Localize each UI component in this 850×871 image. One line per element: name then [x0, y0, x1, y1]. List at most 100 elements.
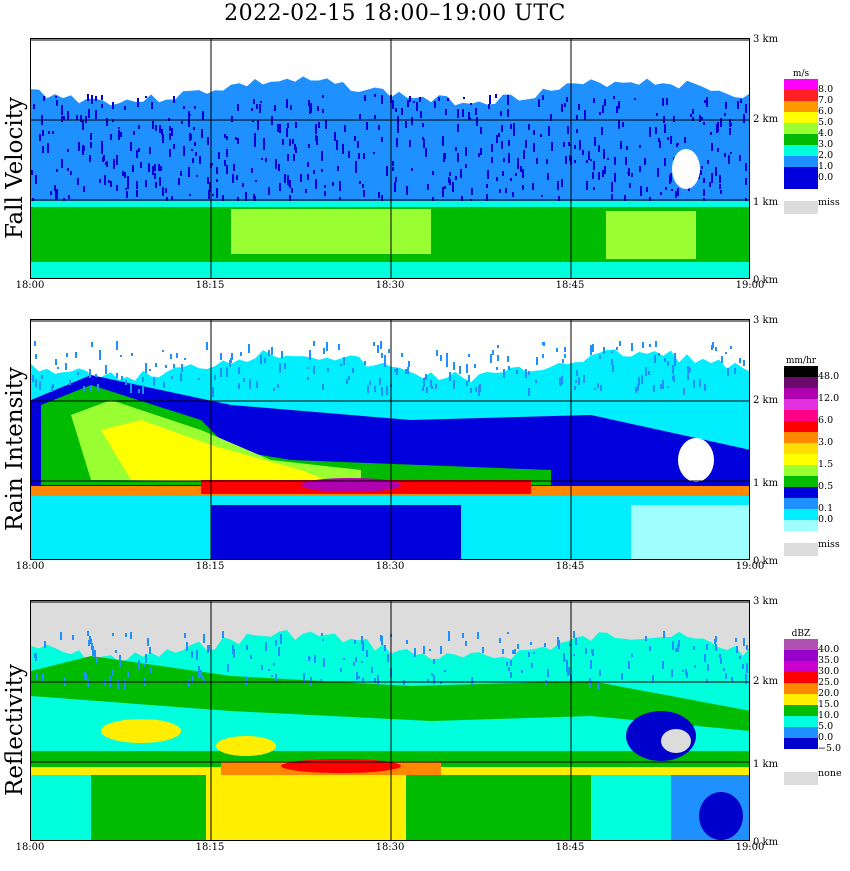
rain-intensity-speckle — [743, 360, 745, 366]
fall-velocity-speckle — [457, 153, 459, 162]
rain-intensity-speckle — [240, 352, 242, 356]
fall-velocity-speckle — [294, 144, 296, 150]
fall-velocity-speckle — [151, 102, 153, 109]
legend-swatch — [784, 366, 818, 377]
reflectivity-speckle — [145, 654, 147, 663]
fall-velocity-speckle — [322, 95, 324, 98]
fall-velocity-speckle — [533, 130, 535, 133]
reflectivity-speckle — [406, 640, 408, 644]
rain-intensity-speckle — [560, 379, 562, 386]
legend-swatch — [784, 672, 818, 683]
rain-intensity-speckle — [536, 357, 538, 365]
fall-velocity-speckle — [740, 99, 742, 103]
fall-velocity-speckle — [305, 189, 307, 193]
reflectivity-speckle — [202, 676, 204, 680]
rain-intensity-speckle — [430, 380, 432, 387]
fall-velocity-speckle — [411, 117, 413, 125]
rain-intensity-speckle — [492, 350, 494, 355]
rain-intensity-speckle — [340, 364, 342, 366]
reflectivity-speckle — [85, 674, 87, 680]
fall-velocity-speckle — [61, 159, 63, 168]
rain-intensity-speckle — [32, 375, 34, 382]
fall-velocity-speckle — [226, 165, 228, 174]
reflectivity-speckle — [564, 659, 566, 661]
reflectivity-speckle — [268, 669, 270, 671]
fall-velocity-speckle — [216, 188, 218, 198]
reflectivity-speckle — [36, 673, 38, 680]
fall-velocity-speckle — [137, 98, 139, 107]
reflectivity-speckle — [530, 642, 532, 645]
fall-velocity-speckle — [149, 147, 151, 154]
reflectivity-speckle — [384, 645, 386, 651]
rain-intensity-speckle — [653, 385, 655, 392]
reflectivity-speckle — [591, 649, 593, 653]
fall-velocity-speckle — [501, 141, 503, 149]
rain-intensity-speckle — [180, 373, 182, 381]
rain-intensity-speckle — [453, 380, 455, 389]
fall-velocity-speckle — [618, 101, 620, 109]
fall-velocity-speckle — [116, 155, 118, 162]
fall-velocity-speckle — [159, 177, 161, 186]
rain-intensity-speckle — [516, 370, 518, 374]
fall-velocity-speckle — [138, 125, 140, 129]
fall-velocity-speckle — [90, 133, 92, 140]
rain-intensity-speckle — [564, 354, 566, 358]
fall-velocity-speckle — [359, 114, 361, 119]
fall-velocity-speckle — [95, 110, 97, 119]
reflectivity-speckle — [544, 643, 546, 647]
reflectivity-speckle — [675, 648, 677, 652]
y-tick-0km: 0 km — [753, 556, 779, 567]
fall-velocity-speckle — [332, 182, 334, 186]
reflectivity-speckle — [533, 652, 535, 654]
reflectivity-speckle — [649, 646, 651, 651]
fall-velocity-speckle — [78, 142, 80, 151]
rain-intensity-speckle — [660, 384, 662, 389]
reflectivity-speckle — [433, 678, 435, 684]
rain-intensity-lower-pale — [631, 505, 749, 559]
fall-velocity-speckle — [655, 127, 657, 134]
fall-velocity-speckle — [558, 196, 560, 201]
fall-velocity-speckle — [251, 108, 253, 111]
reflectivity-speckle — [462, 633, 464, 638]
fall-velocity-speckle — [616, 106, 618, 113]
rain-intensity-speckle — [739, 358, 741, 363]
fall-velocity-speckle — [54, 185, 56, 191]
fall-velocity-speckle — [626, 146, 628, 150]
fall-velocity-speckle — [378, 192, 380, 198]
fall-velocity-speckle — [290, 105, 292, 110]
fall-velocity-speckle — [423, 139, 425, 148]
fall-velocity-speckle — [191, 149, 193, 151]
fall-velocity-speckle — [684, 137, 686, 143]
fall-velocity-speckle — [745, 163, 747, 171]
fall-velocity-speckle — [569, 144, 571, 146]
fall-velocity-speckle — [196, 175, 198, 177]
fall-velocity-speckle — [501, 125, 503, 132]
fall-velocity-speckle — [381, 95, 383, 104]
fall-velocity-speckle — [322, 109, 324, 113]
fall-velocity-speckle — [445, 109, 447, 115]
fall-velocity-speckle — [155, 182, 157, 188]
fall-velocity-speckle — [52, 131, 54, 134]
rain-intensity-speckle — [212, 388, 214, 397]
rain-intensity-speckle — [57, 367, 59, 369]
fall-velocity-speckle — [289, 180, 291, 188]
reflectivity-speckle — [573, 631, 575, 638]
fall-velocity-speckle — [625, 157, 627, 165]
reflectivity-speckle — [599, 670, 601, 676]
rain-intensity-speckle — [616, 347, 618, 350]
fall-velocity-speckle — [162, 134, 164, 143]
rain-intensity-speckle — [153, 378, 155, 386]
fall-velocity-speckle — [324, 191, 326, 196]
fall-velocity-speckle — [677, 188, 679, 196]
rain-intensity-speckle — [440, 355, 442, 361]
fall-velocity-speckle — [181, 121, 183, 124]
fall-velocity-speckle — [207, 137, 209, 145]
fall-velocity-speckle — [261, 158, 263, 160]
reflectivity-speckle — [127, 671, 129, 678]
rain-intensity-speckle — [655, 341, 657, 347]
reflectivity-speckle — [440, 646, 442, 654]
fall-velocity-speckle — [253, 194, 255, 202]
fall-velocity-speckle — [237, 104, 239, 111]
rain-intensity-speckle — [672, 376, 674, 380]
legend-label: −5.0 — [818, 743, 842, 754]
